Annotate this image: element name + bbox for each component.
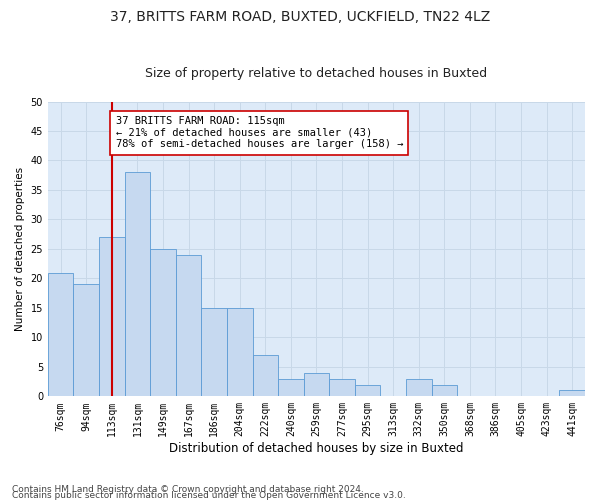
Bar (176, 255, 202, 396)
Bar (48, 272, 73, 396)
Bar (278, 378, 304, 396)
Y-axis label: Number of detached properties: Number of detached properties (15, 167, 25, 331)
Text: Contains HM Land Registry data © Crown copyright and database right 2024.: Contains HM Land Registry data © Crown c… (12, 484, 364, 494)
Bar (227, 308, 253, 396)
Text: Contains public sector information licensed under the Open Government Licence v3: Contains public sector information licen… (12, 490, 406, 500)
Text: 37 BRITTS FARM ROAD: 115sqm
← 21% of detached houses are smaller (43)
78% of sem: 37 BRITTS FARM ROAD: 115sqm ← 21% of det… (116, 116, 403, 150)
X-axis label: Distribution of detached houses by size in Buxted: Distribution of detached houses by size … (169, 442, 464, 455)
Bar (202, 308, 227, 396)
Bar (431, 384, 457, 396)
Bar (355, 384, 380, 396)
Bar (253, 355, 278, 397)
Bar (304, 372, 329, 396)
Text: 37, BRITTS FARM ROAD, BUXTED, UCKFIELD, TN22 4LZ: 37, BRITTS FARM ROAD, BUXTED, UCKFIELD, … (110, 10, 490, 24)
Bar (406, 378, 431, 396)
Bar (125, 172, 150, 396)
Bar (559, 390, 585, 396)
Bar (73, 284, 99, 397)
Bar (329, 378, 355, 396)
Title: Size of property relative to detached houses in Buxted: Size of property relative to detached ho… (145, 66, 488, 80)
Bar (99, 237, 125, 396)
Bar (150, 249, 176, 396)
